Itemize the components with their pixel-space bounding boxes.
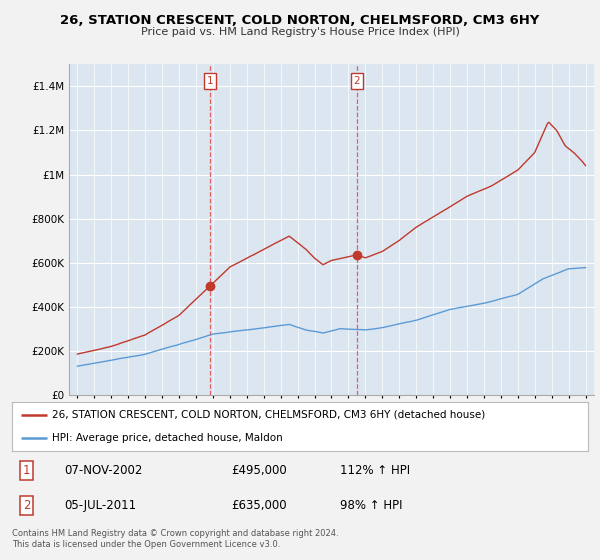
Text: 98% ↑ HPI: 98% ↑ HPI (340, 499, 403, 512)
Text: 05-JUL-2011: 05-JUL-2011 (64, 499, 136, 512)
Text: 1: 1 (207, 76, 214, 86)
Text: 07-NOV-2002: 07-NOV-2002 (64, 464, 142, 477)
Text: 112% ↑ HPI: 112% ↑ HPI (340, 464, 410, 477)
Text: 26, STATION CRESCENT, COLD NORTON, CHELMSFORD, CM3 6HY (detached house): 26, STATION CRESCENT, COLD NORTON, CHELM… (52, 410, 485, 420)
Text: 2: 2 (23, 499, 30, 512)
Text: £635,000: £635,000 (231, 499, 287, 512)
Text: 26, STATION CRESCENT, COLD NORTON, CHELMSFORD, CM3 6HY: 26, STATION CRESCENT, COLD NORTON, CHELM… (61, 14, 539, 27)
Text: Contains HM Land Registry data © Crown copyright and database right 2024.
This d: Contains HM Land Registry data © Crown c… (12, 529, 338, 549)
Text: 2: 2 (353, 76, 360, 86)
Text: 1: 1 (23, 464, 30, 477)
Text: Price paid vs. HM Land Registry's House Price Index (HPI): Price paid vs. HM Land Registry's House … (140, 27, 460, 37)
Text: £495,000: £495,000 (231, 464, 287, 477)
Text: HPI: Average price, detached house, Maldon: HPI: Average price, detached house, Mald… (52, 433, 283, 444)
